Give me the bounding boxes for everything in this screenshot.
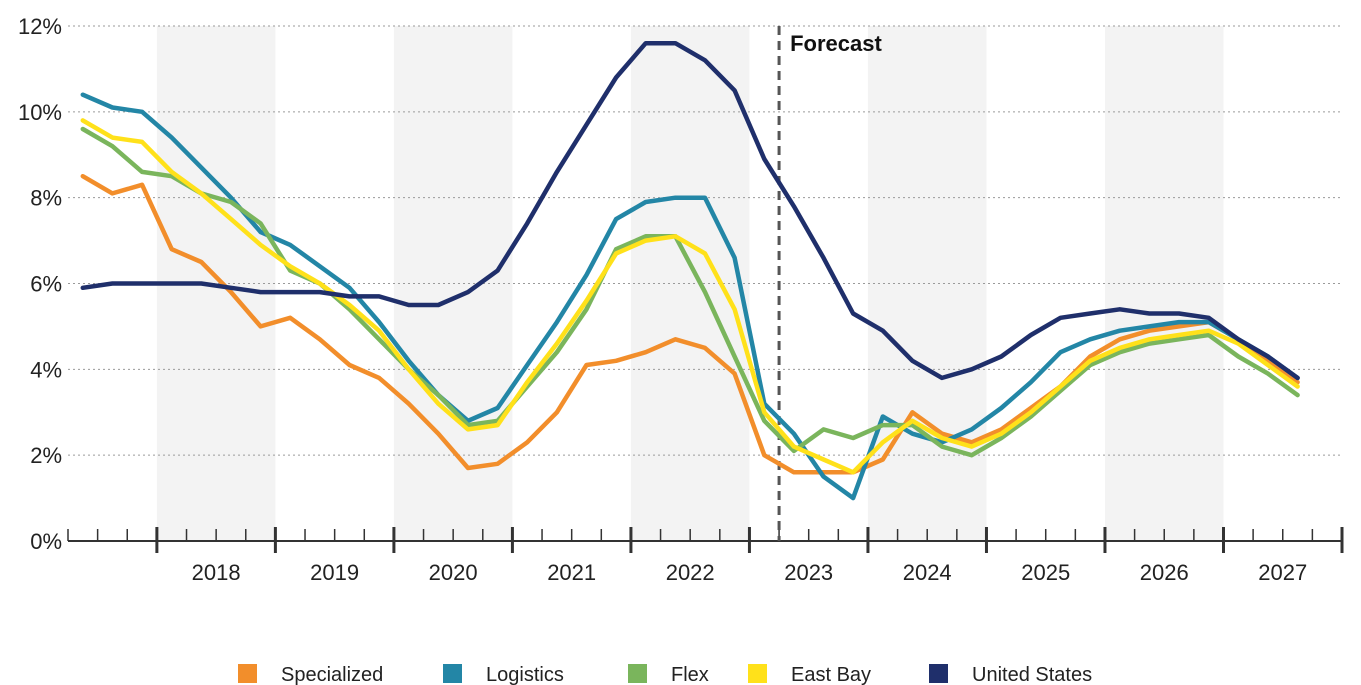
x-tick-label: 2018	[192, 560, 241, 585]
legend-swatch-united-states	[929, 664, 948, 683]
x-tick-label: 2021	[547, 560, 596, 585]
x-tick-label: 2023	[784, 560, 833, 585]
series-line-united-states	[80, 40, 1300, 381]
series-lines	[80, 40, 1300, 501]
y-tick-label: 6%	[30, 272, 62, 297]
legend-label-flex: Flex	[671, 664, 709, 685]
legend-swatch-specialized	[238, 664, 257, 683]
x-tick-label: 2027	[1258, 560, 1307, 585]
series-line-specialized	[80, 173, 1300, 475]
y-tick-label: 0%	[30, 529, 62, 554]
forecast-label: Forecast	[790, 31, 882, 56]
x-axis: 2018 2019 2020 2021 2022 2023 2024 2025 2026 2027	[67, 527, 1344, 585]
legend-label-logistics: Logistics	[486, 664, 564, 685]
legend-swatch-logistics	[443, 664, 462, 683]
y-tick-label: 8%	[30, 186, 62, 211]
legend: Specialized Logistics Flex East Bay United S…	[238, 664, 1092, 685]
x-tick-label: 2022	[666, 560, 715, 585]
x-tick-label: 2019	[310, 560, 359, 585]
series-line-logistics	[80, 92, 1300, 501]
y-axis: 0% 2% 4% 6% 8% 10% 12%	[18, 14, 62, 554]
y-tick-label: 12%	[18, 14, 62, 39]
forecast-marker: Forecast	[777, 26, 882, 541]
x-tick-label: 2020	[429, 560, 478, 585]
x-tick-label: 2024	[903, 560, 952, 585]
x-tick-label: 2025	[1021, 560, 1070, 585]
legend-swatch-east-bay	[748, 664, 767, 683]
x-tick-label: 2026	[1140, 560, 1189, 585]
grid-lines	[68, 25, 1342, 456]
legend-swatch-flex	[628, 664, 647, 683]
y-tick-label: 4%	[30, 357, 62, 382]
series-line-east-bay	[80, 118, 1300, 475]
legend-label-united-states: United States	[972, 664, 1092, 685]
legend-label-specialized: Specialized	[281, 664, 383, 685]
y-tick-label: 2%	[30, 443, 62, 468]
legend-label-east-bay: East Bay	[791, 664, 871, 685]
y-tick-label: 10%	[18, 100, 62, 125]
